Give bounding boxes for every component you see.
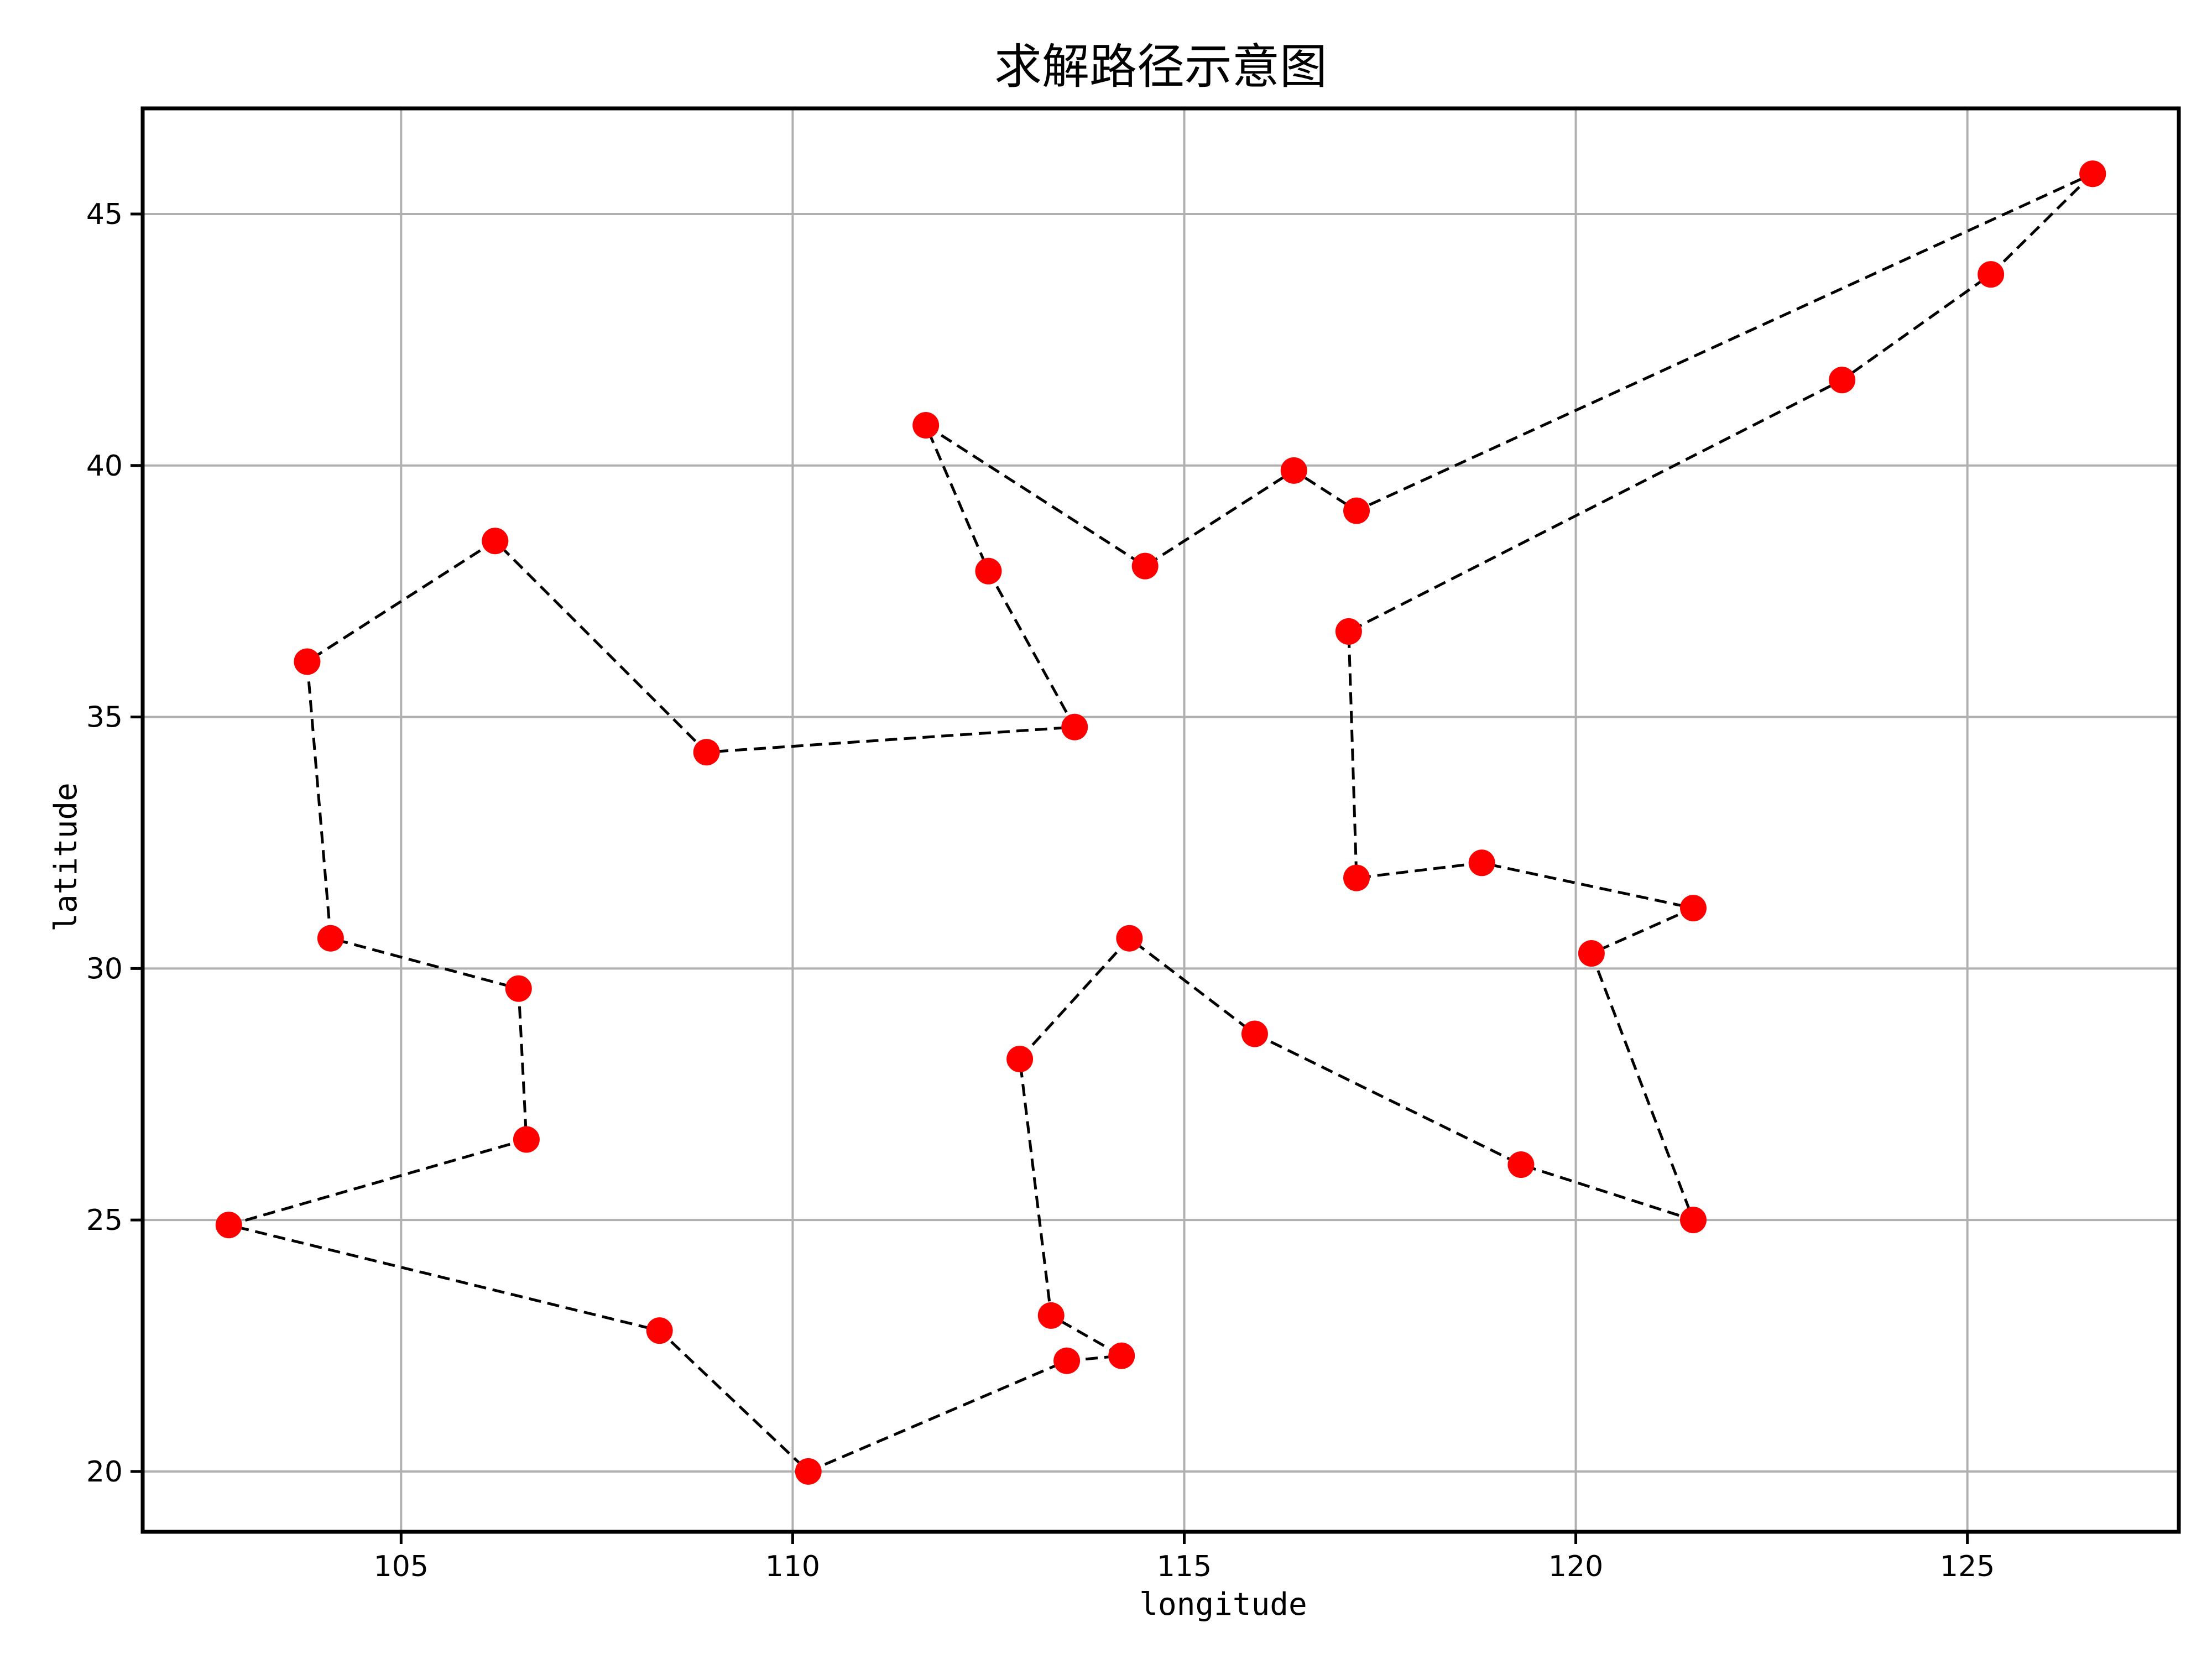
data-point bbox=[2079, 160, 2106, 187]
data-point bbox=[1468, 849, 1495, 877]
x-tick-label: 115 bbox=[1157, 1550, 1212, 1583]
y-tick-label: 45 bbox=[86, 198, 123, 231]
data-point bbox=[1343, 864, 1370, 891]
data-point bbox=[1131, 552, 1159, 580]
y-tick-label: 40 bbox=[86, 450, 123, 483]
data-point bbox=[1679, 895, 1707, 922]
data-point bbox=[1343, 497, 1370, 524]
y-tick-label: 30 bbox=[86, 952, 123, 985]
y-tick-label: 25 bbox=[86, 1204, 123, 1237]
data-point bbox=[505, 975, 532, 1002]
data-point bbox=[1061, 713, 1088, 740]
data-point bbox=[1108, 1342, 1135, 1369]
data-point bbox=[317, 925, 344, 952]
data-point bbox=[1578, 940, 1605, 967]
grid-lines bbox=[143, 108, 2179, 1532]
data-point bbox=[482, 528, 509, 555]
data-point bbox=[1335, 618, 1362, 645]
axis-ticks: 105 110 115 120 125 20 25 30 35 40 45 bbox=[86, 198, 1995, 1583]
route-line bbox=[223, 172, 2094, 1473]
data-point bbox=[1679, 1207, 1707, 1234]
x-tick-label: 110 bbox=[765, 1550, 820, 1583]
data-point bbox=[1241, 1020, 1268, 1047]
y-tick-label: 35 bbox=[86, 701, 123, 734]
chart-title: 求解路径示意图 bbox=[994, 39, 1327, 95]
data-points bbox=[215, 160, 2106, 1485]
data-point bbox=[1006, 1046, 1034, 1073]
plot-frame bbox=[140, 106, 2181, 1534]
data-point bbox=[1037, 1302, 1065, 1329]
data-point bbox=[215, 1212, 242, 1239]
x-tick-label: 125 bbox=[1940, 1550, 1995, 1583]
x-axis-label: longitude bbox=[1139, 1587, 1307, 1623]
data-point bbox=[693, 739, 720, 766]
data-point bbox=[912, 412, 940, 439]
data-point bbox=[294, 648, 321, 675]
data-point bbox=[513, 1126, 540, 1153]
data-point bbox=[1978, 261, 2005, 288]
data-point bbox=[1507, 1151, 1535, 1178]
y-axis-label: latitude bbox=[48, 782, 84, 932]
data-point bbox=[646, 1317, 673, 1344]
data-point bbox=[1829, 367, 1856, 394]
data-point bbox=[1053, 1347, 1081, 1374]
x-tick-label: 120 bbox=[1548, 1550, 1603, 1583]
data-point bbox=[975, 557, 1002, 585]
data-point bbox=[1116, 925, 1143, 952]
data-point bbox=[795, 1458, 822, 1485]
data-point bbox=[1280, 457, 1307, 484]
x-tick-label: 105 bbox=[374, 1550, 429, 1583]
y-tick-label: 20 bbox=[86, 1455, 123, 1489]
